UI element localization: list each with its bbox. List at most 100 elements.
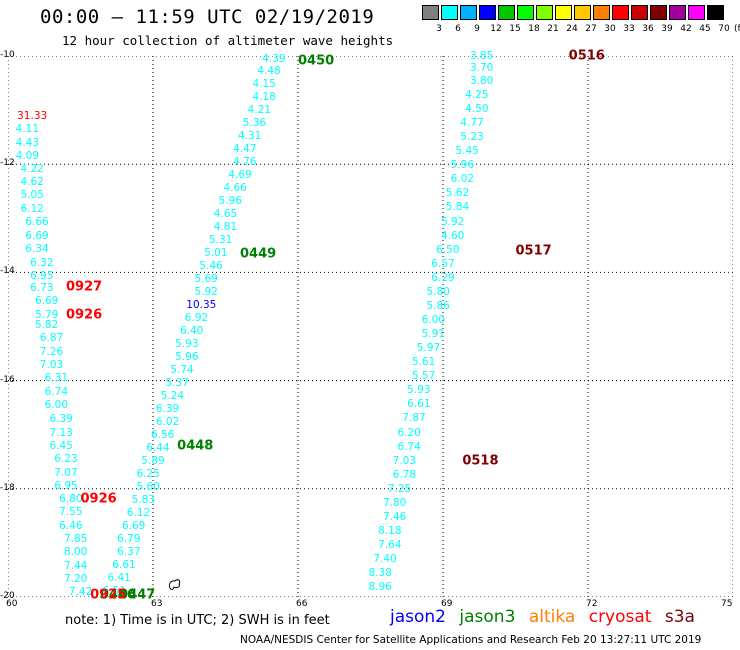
scale-label: 42 xyxy=(680,24,692,34)
map-subtitle: 12 hour collection of altimeter wave hei… xyxy=(62,33,394,48)
wave-height-value: 4.81 xyxy=(213,220,238,233)
wave-height-value: 6.23 xyxy=(54,452,78,465)
pass-time-label: 0447 xyxy=(119,587,156,603)
wave-height-value: 6.66 xyxy=(25,215,49,228)
wave-height-value: 6.41 xyxy=(107,571,131,584)
scale-label: 39 xyxy=(661,24,673,34)
wave-height-value: 6.74 xyxy=(44,385,69,398)
lon-tick-label: 72 xyxy=(586,599,598,609)
wave-height-value: 6.45 xyxy=(49,439,73,452)
lon-tick-label: 63 xyxy=(151,599,163,609)
wave-height-value: 5.05 xyxy=(20,188,44,201)
wave-height-value: 4.66 xyxy=(223,181,247,194)
wave-height-value: 6.46 xyxy=(59,519,83,532)
wave-height-value: 5.96 xyxy=(218,194,243,207)
wave-height-value: 5.23 xyxy=(460,130,484,143)
scale-swatch xyxy=(422,5,439,20)
scale-swatch xyxy=(669,5,686,20)
lat-tick-label: -12 xyxy=(0,158,15,169)
wave-height-value: 6.79 xyxy=(117,532,141,545)
pass-time-label: 0926 xyxy=(66,307,103,323)
satellite-legend: jason2 jason3 altika cryosat s3a xyxy=(390,607,703,627)
wave-height-value: 6.44 xyxy=(146,441,170,454)
wave-height-value: 6.61 xyxy=(407,398,431,411)
wave-height-value: 4.39 xyxy=(262,52,286,65)
lat-tick-label: -16 xyxy=(0,374,15,385)
wave-height-value: 6.39 xyxy=(49,412,73,425)
scale-label: 15 xyxy=(509,24,521,34)
wave-height-value: 6.29 xyxy=(431,271,455,284)
wave-height-value: 6.40 xyxy=(179,324,204,337)
wave-height-value: 31.33 xyxy=(17,109,48,122)
wave-height-value: 7.40 xyxy=(373,552,397,565)
wave-height-value: 6.32 xyxy=(30,256,54,269)
wave-height-value: 5.01 xyxy=(204,246,228,259)
wave-height-value: 5.57 xyxy=(411,370,436,383)
wave-height-value: 4.31 xyxy=(237,129,262,142)
wave-height-value: 6.78 xyxy=(392,468,417,481)
wave-height-value: 7.42 xyxy=(68,585,93,598)
wave-height-value: 4.50 xyxy=(465,102,489,115)
wave-height-value: 6.73 xyxy=(30,281,54,294)
lon-tick-label: 75 xyxy=(721,599,733,609)
wave-height-value: 7.20 xyxy=(63,572,88,585)
wave-height-value: 6.57 xyxy=(431,257,455,270)
wave-height-value: 5.60 xyxy=(136,480,160,493)
scale-swatch xyxy=(593,5,610,20)
wave-height-value: 5.93 xyxy=(175,337,199,350)
pass-time-label: 0927 xyxy=(66,279,103,295)
wave-height-value: 8.00 xyxy=(63,545,88,558)
wave-height-value: 8.96 xyxy=(368,581,392,593)
pass-time-label: 0450 xyxy=(298,53,335,69)
scale-label: 24 xyxy=(566,24,578,34)
pass-time-label: 0446 xyxy=(99,587,137,603)
wave-height-value: 4.77 xyxy=(460,116,484,129)
wave-height-value: 7.25 xyxy=(387,482,412,495)
wave-height-value: 5.37 xyxy=(165,376,189,389)
scale-label: 33 xyxy=(623,24,635,34)
scale-swatch xyxy=(479,5,496,20)
wave-height-value: 7.64 xyxy=(378,538,402,551)
wave-height-value: 4.09 xyxy=(15,149,40,162)
scale-swatch xyxy=(498,5,515,20)
scale-label: 70 xyxy=(718,24,730,34)
wave-height-value: 4.43 xyxy=(15,136,40,149)
credit-line: NOAA/NESDIS Center for Satellite Applica… xyxy=(240,634,702,646)
scale-swatch xyxy=(517,5,534,20)
scale-label: 3 xyxy=(436,24,442,34)
wave-height-value: 6.37 xyxy=(117,545,141,558)
lat-lon-grid xyxy=(8,56,733,597)
wave-height-value: 5.62 xyxy=(445,187,470,200)
wave-height-value: 6.39 xyxy=(155,402,180,415)
wave-height-value: 5.79 xyxy=(34,308,59,321)
pass-time-label: 0926 xyxy=(80,491,117,507)
pass-time-label: 0449 xyxy=(240,246,277,262)
wave-height-value: 6.56 xyxy=(150,428,175,441)
lon-tick-label: 66 xyxy=(296,599,308,609)
wave-height-value: 4.18 xyxy=(252,90,276,103)
wave-height-value: 5.46 xyxy=(199,259,223,272)
lat-tick-label: -20 xyxy=(0,591,15,601)
scale-swatch xyxy=(612,5,629,20)
wave-height-value: 6.61 xyxy=(112,558,136,571)
wave-height-value: 7.55 xyxy=(59,505,83,518)
legend-altika: altika xyxy=(528,607,576,627)
scale-label: 9 xyxy=(474,24,480,34)
scale-label: 45 xyxy=(699,24,711,34)
wave-height-value: 6.00 xyxy=(421,313,446,326)
pass-time-label: 0448 xyxy=(177,438,214,454)
scale-swatch xyxy=(460,5,477,20)
wave-height-value: 6.50 xyxy=(436,243,460,256)
map-plot: 60 63 66 69 72 75 -10 -12 -14 -16 -18 -20 31.33 4.11… xyxy=(0,50,733,609)
pass-time-label: 0516 xyxy=(568,48,605,64)
scale-swatch xyxy=(555,5,572,20)
wave-height-value: 5.91 xyxy=(421,327,446,340)
map-title: 00:00 – 11:59 UTC 02/19/2019 xyxy=(40,6,375,28)
pass-time-label: 0517 xyxy=(515,243,552,259)
wave-height-value: 4.65 xyxy=(213,207,238,220)
wave-height-value: 6.80 xyxy=(59,492,83,505)
scale-label: 12 xyxy=(490,24,502,34)
wave-height-value: 5.45 xyxy=(455,144,479,157)
wave-height-value: 4.69 xyxy=(228,168,252,181)
legend-jason2: jason2 xyxy=(390,607,446,627)
